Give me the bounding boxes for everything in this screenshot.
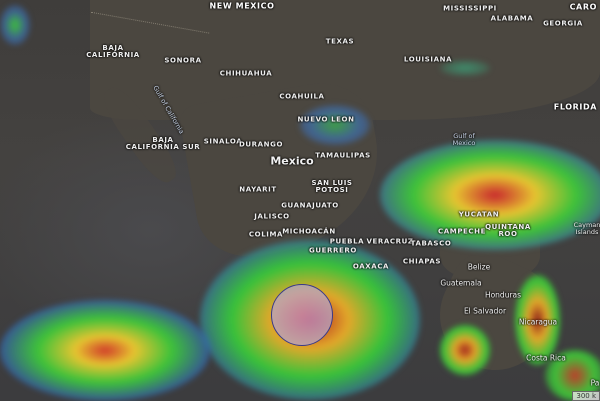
label-chiapas: CHIAPAS: [402, 257, 442, 266]
label-louisiana: LOUISIANA: [403, 55, 453, 64]
label-cayman-islands: Cayman Islands: [573, 221, 600, 236]
label-florida: FLORIDA: [553, 102, 597, 112]
cloud-northwest: [0, 5, 30, 45]
label-panama: Pa: [590, 378, 600, 388]
label-tabasco: TABASCO: [410, 239, 452, 248]
label-durango: DURANGO: [238, 140, 284, 149]
label-carolina: CARO: [569, 2, 597, 12]
label-oaxaca: OAXACA: [352, 262, 390, 271]
label-mexico: Mexico: [270, 154, 314, 168]
label-costa-rica: Costa Rica: [526, 353, 566, 363]
label-puebla: PUEBLA: [329, 237, 365, 246]
label-chihuahua: CHIHUAHUA: [219, 69, 273, 78]
scale-bar: 300 k: [572, 391, 600, 401]
label-coahuila: COAHUILA: [279, 92, 325, 101]
label-alabama: ALABAMA: [490, 14, 534, 23]
cloud-louisiana: [440, 60, 490, 76]
label-gulf-of-mexico: Gulf of Mexico: [452, 132, 476, 147]
label-sonora: SONORA: [164, 56, 202, 65]
label-texas: TEXAS: [325, 37, 355, 46]
label-nuevo-leon: NUEVO LEON: [297, 115, 355, 124]
storm-highlight-circle[interactable]: [271, 284, 333, 346]
label-jalisco: JALISCO: [254, 212, 290, 221]
label-belize: Belize: [467, 262, 491, 272]
label-el-salvador: El Salvador: [463, 306, 507, 316]
label-guanajuato: GUANAJUATO: [281, 201, 339, 210]
label-nicaragua: Nicaragua: [518, 317, 558, 327]
label-san-luis-potosi: SAN LUIS POTOSI: [311, 179, 353, 194]
label-yucatan: YUCATAN: [458, 210, 500, 219]
label-nayarit: NAYARIT: [239, 185, 277, 194]
cloud-nicaragua: [515, 275, 560, 365]
label-colima: COLIMA: [248, 230, 284, 239]
label-baja-california: BAJA CALIFORNIA: [86, 44, 140, 59]
label-mississippi: MISSISSIPPI: [443, 4, 497, 13]
label-guerrero: GUERRERO: [309, 246, 357, 255]
label-tamaulipas: TAMAULIPAS: [315, 151, 371, 160]
label-honduras: Honduras: [484, 290, 522, 300]
label-campeche: CAMPECHE: [437, 227, 487, 236]
cloud-pacific-south: [440, 325, 490, 375]
cloud-gulf: [380, 140, 600, 250]
label-veracruz: VERACRUZ: [366, 237, 414, 246]
label-sinaloa: SINALOA: [203, 137, 243, 146]
label-georgia: GEORGIA: [543, 19, 583, 28]
cloud-nuevo-leon: [300, 105, 370, 145]
label-guatemala: Guatemala: [440, 278, 482, 288]
cloud-southwest: [0, 300, 210, 401]
label-new-mexico: NEW MEXICO: [209, 1, 275, 11]
label-quintana-roo: QUINTANA ROO: [485, 223, 531, 238]
label-baja-california-sur: BAJA CALIFORNIA SUR: [125, 136, 201, 151]
label-michoacan: MICHOACÁN: [282, 227, 336, 236]
